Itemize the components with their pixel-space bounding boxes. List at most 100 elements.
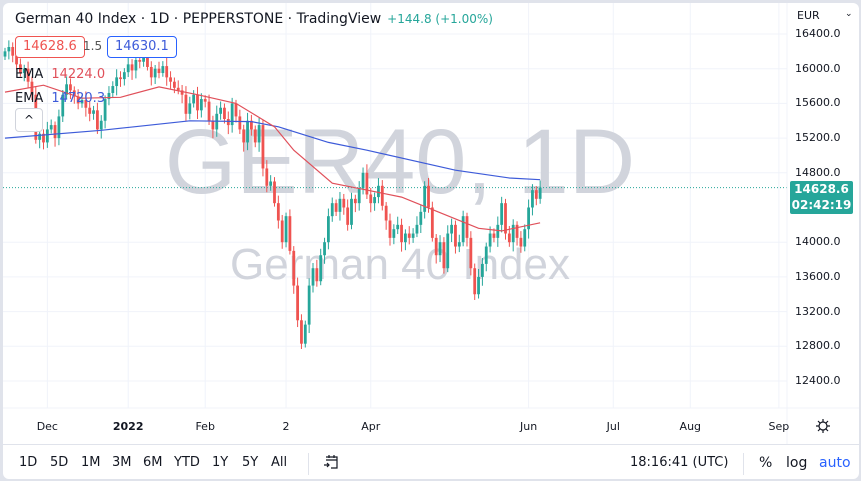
- candle-body: [311, 268, 315, 286]
- range-button-5y[interactable]: 5Y: [242, 455, 259, 470]
- candle-body: [11, 47, 15, 56]
- candle-body: [269, 181, 273, 186]
- range-button-all[interactable]: All: [271, 455, 288, 470]
- range-button-6m[interactable]: 6M: [143, 455, 163, 470]
- calendar-goto-icon[interactable]: [323, 454, 339, 474]
- candle-body: [531, 190, 534, 208]
- candle-body: [407, 233, 411, 238]
- price-chart[interactable]: GER40, 1D German 40 Index: [3, 3, 859, 444]
- candle-body: [149, 66, 153, 78]
- candle-body: [88, 107, 92, 114]
- candle: [149, 61, 153, 86]
- price-tick: 14000.0: [795, 235, 841, 249]
- candle-body: [373, 197, 376, 204]
- candle-body: [419, 211, 423, 225]
- candle-body: [534, 190, 538, 199]
- price-tick: 12800.0: [795, 339, 841, 353]
- bid-price-button[interactable]: 14628.6: [15, 36, 85, 58]
- ask-price-button[interactable]: 14630.1: [107, 36, 177, 58]
- candle: [454, 220, 457, 254]
- watermark-name: German 40 Index: [230, 240, 570, 289]
- percent-scale-toggle[interactable]: %: [759, 455, 773, 471]
- ema-fast-legend[interactable]: EMA 14224.0: [15, 67, 105, 82]
- candle-body: [250, 120, 253, 130]
- candle: [161, 61, 165, 77]
- range-button-5d[interactable]: 5D: [50, 455, 69, 470]
- candle-body: [484, 246, 488, 264]
- candle: [323, 237, 326, 264]
- candle: [69, 78, 72, 100]
- candle: [438, 235, 442, 263]
- ema-slow-legend[interactable]: EMA 14720.3: [15, 91, 105, 106]
- candle: [365, 164, 369, 199]
- candle-body: [188, 103, 192, 114]
- candle-body: [519, 237, 523, 247]
- collapse-legend-button[interactable]: ^: [15, 108, 43, 132]
- candle-body: [126, 64, 130, 73]
- candle-body: [196, 94, 199, 111]
- range-button-1m[interactable]: 1M: [81, 455, 101, 470]
- candle-body: [92, 110, 95, 114]
- candle: [338, 191, 342, 221]
- candle-body: [19, 64, 22, 74]
- candle-body: [507, 233, 511, 243]
- candle: [315, 259, 319, 287]
- candle: [130, 59, 134, 80]
- candle-body: [276, 203, 280, 221]
- range-button-1d[interactable]: 1D: [19, 455, 38, 470]
- price-tick: 16400.0: [795, 27, 841, 40]
- candle-body: [319, 255, 323, 282]
- candle-body: [423, 185, 427, 212]
- candle: [111, 81, 115, 98]
- last-price: 14628.6: [794, 182, 849, 196]
- candle-body: [365, 172, 369, 195]
- price-tick: 15600.0: [795, 96, 841, 110]
- candle-body: [342, 198, 346, 208]
- candle: [411, 228, 415, 243]
- currency-selector[interactable]: EUR: [797, 9, 820, 22]
- log-scale-toggle[interactable]: log: [786, 455, 808, 471]
- candle-body: [273, 181, 276, 204]
- candle: [169, 71, 172, 89]
- candle-body: [527, 207, 530, 230]
- range-button-3m[interactable]: 3M: [112, 455, 132, 470]
- candle-body: [392, 229, 396, 238]
- ema-label: EMA: [15, 67, 44, 82]
- auto-scale-toggle[interactable]: auto: [819, 455, 851, 471]
- candle: [226, 111, 230, 135]
- symbol-title[interactable]: German 40 Index · 1D · PEPPERSTONE · Tra…: [15, 11, 493, 27]
- candle-body: [115, 77, 119, 87]
- ema-value: 14720.3: [51, 91, 106, 106]
- candle: [427, 178, 430, 213]
- time-tick: Aug: [679, 420, 702, 433]
- candle: [496, 216, 500, 247]
- candle-body: [134, 60, 138, 71]
- candle-body: [30, 81, 34, 95]
- candle-body: [430, 207, 434, 238]
- candle: [346, 199, 350, 231]
- range-button-1y[interactable]: 1Y: [212, 455, 229, 470]
- watermark-symbol: GER40, 1D: [165, 111, 635, 213]
- candle-body: [176, 87, 180, 91]
- candle: [488, 226, 492, 253]
- candle: [361, 167, 365, 195]
- candle-body: [38, 133, 42, 140]
- candle-body: [481, 263, 484, 277]
- candle-body: [338, 198, 342, 212]
- candle: [415, 216, 419, 238]
- settings-icon[interactable]: [815, 418, 831, 438]
- candle: [119, 71, 122, 87]
- chevron-down-icon[interactable]: ⌄: [845, 9, 853, 19]
- candle: [484, 242, 488, 272]
- candle: [192, 90, 196, 108]
- clock[interactable]: 18:16:41 (UTC): [630, 455, 729, 470]
- time-tick: Apr: [361, 420, 381, 433]
- range-button-ytd[interactable]: YTD: [174, 455, 200, 470]
- candle-body: [49, 125, 53, 130]
- candle-body: [396, 224, 400, 230]
- candle: [434, 234, 438, 264]
- candle-body: [450, 224, 453, 234]
- candle-body: [300, 320, 303, 344]
- candle: [246, 112, 249, 151]
- candle: [188, 96, 192, 120]
